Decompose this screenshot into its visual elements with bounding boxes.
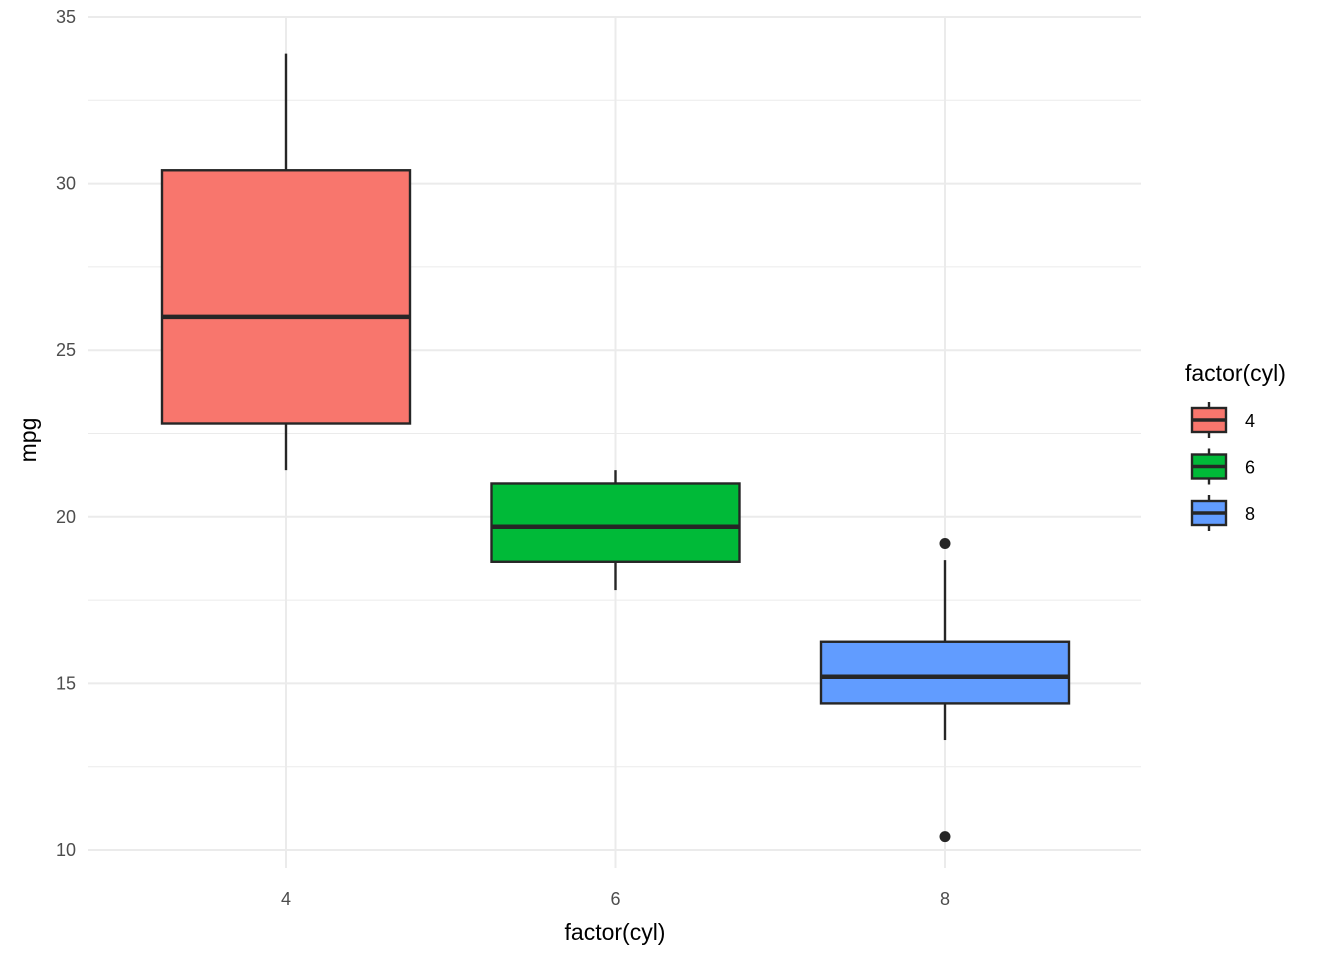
- y-tick-label: 10: [56, 840, 76, 860]
- box-iqr: [490, 482, 741, 563]
- x-axis-ticks: 4 6 8: [281, 889, 950, 909]
- outlier-point: [939, 537, 951, 549]
- legend-title: factor(cyl): [1185, 360, 1286, 386]
- y-axis-ticks: 10 15 20 25 30 35: [56, 7, 76, 860]
- grid-lines: [88, 16, 1141, 868]
- x-axis-title: factor(cyl): [565, 919, 666, 945]
- box-8: [819, 537, 1071, 843]
- boxplot-series: [160, 53, 1071, 843]
- box-4: [160, 53, 412, 471]
- legend-label: 6: [1245, 458, 1255, 478]
- y-tick-label: 15: [56, 673, 76, 693]
- legend-label: 4: [1245, 411, 1255, 431]
- box-iqr: [819, 640, 1071, 705]
- x-tick-label: 6: [610, 889, 620, 909]
- outlier-point: [939, 831, 951, 843]
- y-tick-label: 20: [56, 507, 76, 527]
- legend-entry-8: 8: [1190, 495, 1255, 531]
- y-tick-label: 35: [56, 7, 76, 27]
- y-axis-title: mpg: [15, 418, 41, 463]
- x-tick-label: 4: [281, 889, 291, 909]
- legend-entry-6: 6: [1190, 448, 1255, 485]
- box-6: [490, 470, 741, 591]
- legend-entry-4: 4: [1190, 402, 1255, 438]
- y-tick-label: 25: [56, 340, 76, 360]
- x-tick-label: 8: [940, 889, 950, 909]
- y-tick-label: 30: [56, 174, 76, 194]
- box-iqr: [160, 169, 412, 425]
- legend: factor(cyl) 4 6 8: [1185, 360, 1286, 531]
- legend-label: 8: [1245, 504, 1255, 524]
